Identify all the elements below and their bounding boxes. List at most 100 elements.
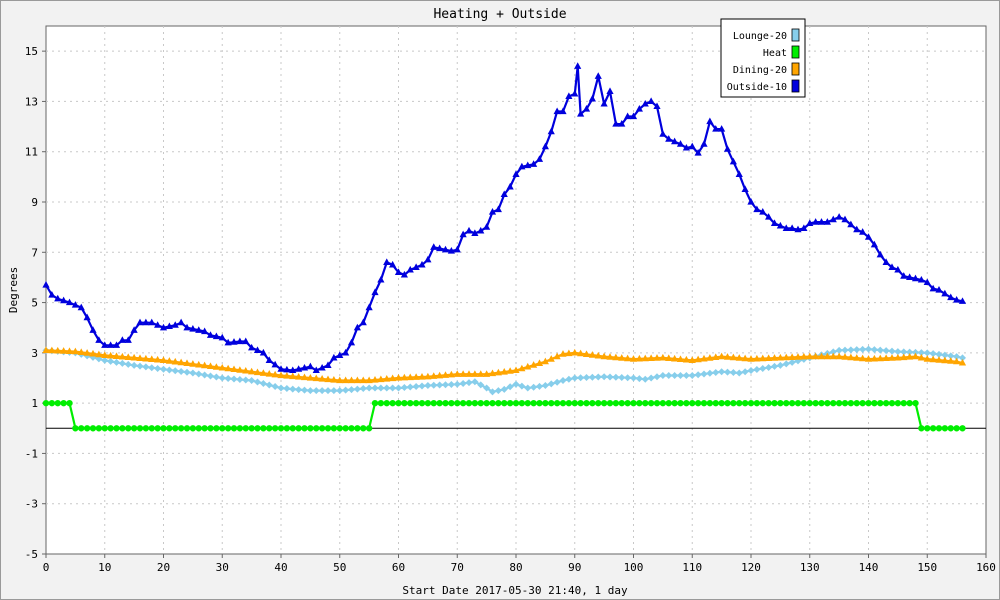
data-point (776, 361, 784, 369)
data-point (259, 380, 267, 388)
data-point (600, 99, 608, 107)
data-point (488, 208, 497, 215)
data-point (829, 215, 837, 223)
data-point (900, 399, 907, 407)
data-point (389, 399, 396, 407)
data-point (870, 354, 878, 362)
data-point (712, 125, 720, 132)
data-point (306, 374, 314, 381)
data-point (753, 205, 761, 213)
data-point (741, 399, 749, 407)
data-point (377, 275, 385, 283)
data-point (806, 352, 814, 360)
data-point (594, 373, 602, 381)
data-point (565, 92, 573, 99)
data-point (347, 376, 356, 384)
data-point (389, 260, 397, 268)
data-point (718, 125, 726, 132)
data-point (48, 399, 56, 407)
data-point (418, 399, 426, 407)
data-point (682, 355, 690, 363)
data-point (71, 347, 79, 355)
data-point (694, 371, 702, 379)
data-point (453, 370, 461, 377)
data-point (101, 351, 109, 358)
data-point (101, 341, 109, 348)
data-point (289, 366, 297, 374)
data-point (959, 354, 966, 362)
data-point (518, 382, 526, 390)
data-point (647, 97, 655, 105)
data-point (535, 155, 544, 162)
data-point (447, 247, 455, 254)
data-point (553, 107, 561, 115)
data-point (494, 205, 502, 213)
y-tick-label: -3 (25, 498, 38, 511)
data-point (729, 353, 737, 361)
data-point (125, 425, 132, 432)
data-point (107, 357, 115, 365)
data-point (230, 338, 238, 345)
data-point (289, 385, 297, 393)
data-point (248, 343, 256, 351)
data-point (324, 375, 332, 383)
data-point (671, 371, 679, 379)
data-point (741, 185, 749, 193)
data-point (935, 356, 943, 363)
data-point (324, 361, 332, 369)
grid (46, 26, 986, 554)
data-point (77, 303, 85, 311)
data-point (436, 381, 444, 389)
data-point (400, 373, 408, 381)
data-point (494, 387, 502, 395)
data-point (447, 381, 455, 389)
legend-label: Lounge-20 (733, 31, 787, 42)
data-point (430, 381, 438, 389)
data-point (436, 399, 443, 407)
data-point (812, 399, 819, 407)
data-point (313, 425, 320, 432)
data-point (647, 399, 655, 407)
data-point (389, 374, 397, 382)
data-point (371, 384, 379, 392)
data-point (806, 219, 814, 226)
data-point (254, 378, 261, 386)
data-point (365, 376, 373, 384)
data-point (794, 225, 802, 233)
data-point (183, 323, 191, 331)
data-point (729, 157, 737, 165)
data-point (688, 142, 696, 150)
data-point (577, 110, 585, 117)
x-tick-label: 10 (98, 561, 111, 574)
data-point (770, 354, 779, 361)
data-point (859, 399, 866, 407)
data-point (195, 425, 202, 432)
data-point (394, 374, 403, 381)
data-point (89, 349, 97, 357)
data-point (418, 260, 426, 268)
data-point (218, 374, 226, 382)
data-point (759, 354, 767, 362)
data-point (265, 356, 273, 363)
data-point (870, 346, 878, 354)
data-point (394, 268, 403, 275)
data-point (700, 354, 708, 362)
data-point (224, 364, 232, 372)
data-point (506, 383, 514, 391)
data-point (406, 373, 414, 381)
data-point (812, 218, 820, 225)
data-point (723, 145, 732, 152)
data-point (77, 348, 85, 355)
y-axis-label: Degrees (7, 267, 20, 313)
data-point (430, 372, 438, 379)
data-point (659, 399, 667, 407)
data-point (911, 274, 920, 282)
data-point (559, 399, 567, 407)
data-point (953, 425, 960, 432)
data-point (254, 425, 261, 432)
data-point (359, 318, 367, 326)
data-point (835, 399, 843, 407)
data-point (260, 425, 267, 432)
data-point (418, 372, 426, 380)
data-point (495, 399, 502, 407)
